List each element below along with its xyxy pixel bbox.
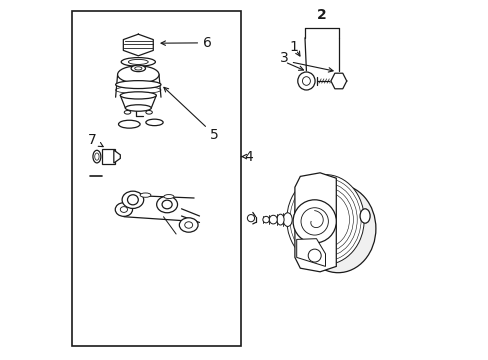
Ellipse shape	[269, 215, 277, 224]
Ellipse shape	[121, 58, 155, 66]
Text: 3: 3	[279, 51, 288, 64]
Circle shape	[307, 249, 321, 262]
Text: 2: 2	[316, 8, 326, 22]
Ellipse shape	[115, 81, 161, 89]
Ellipse shape	[124, 111, 130, 114]
Text: 1: 1	[289, 40, 298, 54]
Ellipse shape	[117, 66, 159, 83]
Circle shape	[292, 200, 336, 243]
Ellipse shape	[118, 120, 140, 128]
Ellipse shape	[179, 218, 198, 232]
Ellipse shape	[359, 209, 369, 223]
Ellipse shape	[122, 191, 143, 208]
Bar	[72, 11, 241, 346]
Ellipse shape	[140, 193, 151, 197]
Polygon shape	[114, 150, 120, 163]
Ellipse shape	[283, 213, 292, 226]
Ellipse shape	[125, 105, 151, 111]
Ellipse shape	[184, 222, 192, 228]
Ellipse shape	[120, 207, 127, 212]
FancyBboxPatch shape	[102, 149, 114, 164]
Polygon shape	[294, 173, 336, 272]
Ellipse shape	[163, 195, 174, 199]
Circle shape	[301, 208, 328, 235]
Ellipse shape	[145, 111, 152, 114]
Ellipse shape	[145, 119, 163, 126]
Ellipse shape	[93, 150, 101, 163]
Ellipse shape	[276, 214, 284, 225]
Ellipse shape	[300, 185, 375, 273]
Text: 7: 7	[88, 134, 103, 147]
Text: 6: 6	[161, 36, 211, 50]
Polygon shape	[330, 73, 346, 89]
Polygon shape	[296, 239, 325, 266]
Text: 5: 5	[163, 87, 219, 142]
Ellipse shape	[131, 65, 145, 72]
Ellipse shape	[297, 72, 314, 90]
Ellipse shape	[263, 216, 269, 223]
Ellipse shape	[156, 196, 177, 213]
Ellipse shape	[120, 92, 156, 99]
Ellipse shape	[115, 203, 132, 216]
Ellipse shape	[286, 175, 364, 265]
Circle shape	[247, 215, 254, 222]
Polygon shape	[123, 34, 153, 56]
Text: 4: 4	[244, 150, 253, 163]
